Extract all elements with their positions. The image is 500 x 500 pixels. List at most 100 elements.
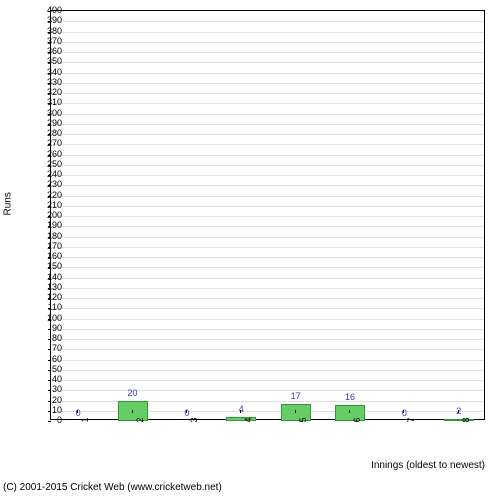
y-tick-label: 0 <box>57 415 62 425</box>
y-tick-mark <box>48 401 51 402</box>
gridline-h <box>51 42 484 43</box>
gridline-h <box>51 278 484 279</box>
y-tick-label: 330 <box>47 77 62 87</box>
y-tick-label: 150 <box>47 261 62 271</box>
gridline-h <box>51 247 484 248</box>
y-tick-label: 210 <box>47 200 62 210</box>
y-tick-label: 300 <box>47 108 62 118</box>
y-tick-label: 30 <box>52 384 62 394</box>
gridline-h <box>51 196 484 197</box>
gridline-h <box>51 298 484 299</box>
y-tick-label: 320 <box>47 87 62 97</box>
gridline-h <box>51 390 484 391</box>
y-tick-label: 80 <box>52 333 62 343</box>
y-tick-label: 390 <box>47 15 62 25</box>
y-tick-mark <box>48 380 51 381</box>
gridline-h <box>51 165 484 166</box>
y-tick-label: 20 <box>52 395 62 405</box>
x-tick-mark <box>349 410 350 413</box>
x-tick-mark <box>403 410 404 413</box>
y-tick-label: 190 <box>47 220 62 230</box>
y-tick-label: 140 <box>47 272 62 282</box>
y-tick-mark <box>48 421 51 422</box>
x-tick-label: 3 <box>189 417 199 422</box>
y-tick-mark <box>48 349 51 350</box>
y-tick-label: 290 <box>47 118 62 128</box>
y-tick-label: 380 <box>47 26 62 36</box>
y-tick-label: 400 <box>47 5 62 15</box>
x-tick-mark <box>132 410 133 413</box>
x-tick-label: 2 <box>135 417 145 422</box>
y-tick-label: 350 <box>47 56 62 66</box>
y-tick-label: 240 <box>47 169 62 179</box>
y-tick-label: 70 <box>52 343 62 353</box>
y-tick-label: 220 <box>47 190 62 200</box>
gridline-h <box>51 155 484 156</box>
x-tick-label: 1 <box>80 417 90 422</box>
y-tick-label: 90 <box>52 323 62 333</box>
x-tick-mark <box>186 410 187 413</box>
y-tick-label: 160 <box>47 251 62 261</box>
y-tick-label: 260 <box>47 149 62 159</box>
gridline-h <box>51 32 484 33</box>
gridline-h <box>51 103 484 104</box>
gridline-h <box>51 206 484 207</box>
gridline-h <box>51 93 484 94</box>
x-tick-mark <box>458 410 459 413</box>
y-tick-label: 310 <box>47 97 62 107</box>
bar-value-label: 17 <box>291 391 301 401</box>
gridline-h <box>51 62 484 63</box>
y-tick-label: 100 <box>47 313 62 323</box>
chart-container: 02004171602 <box>50 10 485 450</box>
x-tick-label: 6 <box>352 417 362 422</box>
gridline-h <box>51 226 484 227</box>
y-tick-label: 60 <box>52 354 62 364</box>
gridline-h <box>51 339 484 340</box>
gridline-h <box>51 308 484 309</box>
gridline-h <box>51 237 484 238</box>
x-tick-label: 4 <box>243 417 253 422</box>
gridline-h <box>51 349 484 350</box>
gridline-h <box>51 288 484 289</box>
gridline-h <box>51 83 484 84</box>
y-tick-label: 370 <box>47 36 62 46</box>
y-tick-mark <box>48 370 51 371</box>
y-tick-label: 340 <box>47 67 62 77</box>
y-tick-mark <box>48 390 51 391</box>
y-tick-label: 250 <box>47 159 62 169</box>
y-tick-label: 180 <box>47 231 62 241</box>
bar-value-label: 20 <box>128 388 138 398</box>
x-tick-mark <box>295 410 296 413</box>
x-tick-mark <box>77 410 78 413</box>
gridline-h <box>51 380 484 381</box>
y-tick-label: 110 <box>48 302 62 312</box>
gridline-h <box>51 21 484 22</box>
y-tick-label: 170 <box>47 241 62 251</box>
y-tick-label: 130 <box>47 282 62 292</box>
gridline-h <box>51 124 484 125</box>
gridline-h <box>51 319 484 320</box>
y-tick-label: 10 <box>52 405 62 415</box>
copyright-text: (C) 2001-2015 Cricket Web (www.cricketwe… <box>3 482 222 493</box>
y-axis-title: Runs <box>3 192 14 215</box>
gridline-h <box>51 134 484 135</box>
gridline-h <box>51 360 484 361</box>
x-tick-mark <box>240 410 241 413</box>
y-tick-label: 360 <box>47 46 62 56</box>
y-tick-mark <box>48 411 51 412</box>
y-tick-mark <box>48 329 51 330</box>
gridline-h <box>51 144 484 145</box>
gridline-h <box>51 401 484 402</box>
y-tick-label: 200 <box>47 210 62 220</box>
gridline-h <box>51 114 484 115</box>
y-tick-label: 50 <box>52 364 62 374</box>
x-tick-label: 7 <box>406 417 416 422</box>
y-tick-mark <box>48 360 51 361</box>
gridline-h <box>51 257 484 258</box>
y-tick-label: 120 <box>47 292 62 302</box>
gridline-h <box>51 370 484 371</box>
x-tick-label: 8 <box>461 417 471 422</box>
x-tick-label: 5 <box>298 417 308 422</box>
gridline-h <box>51 185 484 186</box>
y-tick-mark <box>48 339 51 340</box>
